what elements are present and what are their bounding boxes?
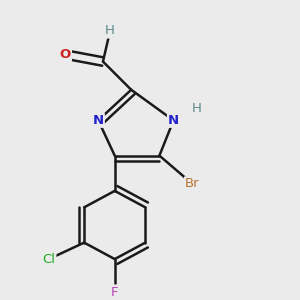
Text: H: H: [192, 102, 202, 115]
Text: N: N: [93, 114, 104, 127]
Text: O: O: [60, 48, 71, 61]
Text: H: H: [105, 25, 115, 38]
Text: F: F: [111, 286, 118, 298]
Text: N: N: [168, 114, 179, 127]
Text: Br: Br: [185, 177, 200, 190]
Text: Cl: Cl: [42, 253, 56, 266]
